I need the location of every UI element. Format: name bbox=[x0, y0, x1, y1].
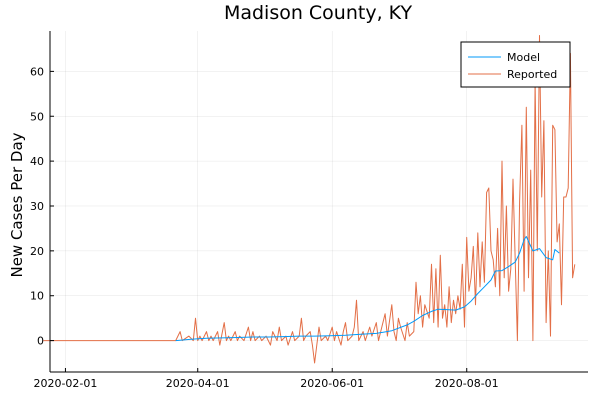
chart-title: Madison County, KY bbox=[224, 2, 413, 24]
y-tick-label: 20 bbox=[30, 245, 44, 258]
y-tick-label: 50 bbox=[30, 110, 44, 123]
y-tick-label: 0 bbox=[37, 335, 44, 348]
series-line-model bbox=[175, 236, 560, 342]
series-model bbox=[175, 236, 560, 342]
legend: Model Reported bbox=[460, 41, 571, 88]
y-axis-label: New Cases Per Day bbox=[8, 132, 26, 277]
axes: 0 10 20 30 40 50 60 2020-02-01 2020-04-01 2020-06… bbox=[30, 31, 588, 390]
series-reported bbox=[43, 35, 576, 364]
grid bbox=[50, 31, 588, 372]
y-tick-label: 60 bbox=[30, 65, 44, 78]
y-tick-label: 30 bbox=[30, 200, 44, 213]
y-tick-label: 40 bbox=[30, 155, 44, 168]
x-tick-label: 2020-02-01 bbox=[33, 377, 97, 390]
x-tick-label: 2020-04-01 bbox=[166, 377, 230, 390]
legend-box bbox=[460, 41, 571, 88]
y-tick-label: 10 bbox=[30, 290, 44, 303]
legend-label-model: Model bbox=[507, 51, 540, 64]
series-line-reported bbox=[43, 35, 576, 364]
legend-label-reported: Reported bbox=[507, 68, 557, 81]
x-tick-label: 2020-06-01 bbox=[300, 377, 364, 390]
x-tick-label: 2020-08-01 bbox=[435, 377, 499, 390]
